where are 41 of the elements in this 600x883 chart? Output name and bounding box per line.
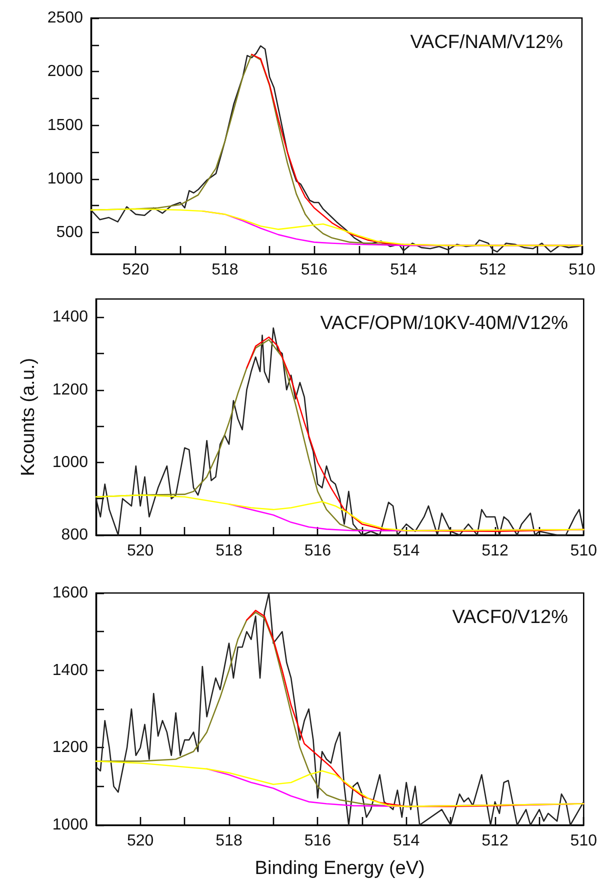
x-tick-label: 514 <box>392 832 420 850</box>
line-series <box>246 336 584 532</box>
line-series <box>95 760 584 808</box>
y-tick-label: 1600 <box>52 584 88 602</box>
x-tick-label: 512 <box>479 262 506 278</box>
y-tick-label: 1500 <box>47 116 84 134</box>
x-tick-label: 520 <box>126 832 154 850</box>
y-axis-title: Kcounts (a.u.) <box>18 358 39 476</box>
text: VACF/OPM/10KV-40M/V12% <box>320 313 568 334</box>
x-tick-label: 518 <box>216 542 242 560</box>
line-series <box>95 592 584 826</box>
x-tick-label: 520 <box>122 262 150 278</box>
y-tick-label: 2000 <box>47 63 84 80</box>
x-tick-label: 518 <box>216 832 242 850</box>
y-tick-label: 1200 <box>52 381 88 398</box>
x-tick-label: 516 <box>304 832 332 850</box>
x-tick-label: 520 <box>126 542 154 560</box>
x-axis-title: Binding Energy (eV) <box>254 858 425 879</box>
x-tick-label: 510 <box>570 542 598 560</box>
y-tick-label: 800 <box>61 526 88 544</box>
text: VACF0/V12% <box>452 607 568 628</box>
x-tick-label: 510 <box>570 832 598 850</box>
x-tick-label: 514 <box>390 262 417 278</box>
y-tick-label: 1000 <box>52 454 88 471</box>
x-tick-label: 516 <box>304 542 332 560</box>
y-tick-label: 1000 <box>47 170 84 188</box>
text: VACF/NAM/V12% <box>410 32 564 53</box>
x-tick-label: 516 <box>300 262 328 278</box>
x-tick-label: 512 <box>482 542 508 560</box>
x-tick-label: 510 <box>568 262 596 278</box>
y-tick-label: 1200 <box>52 739 88 756</box>
x-tick-label: 514 <box>392 542 420 560</box>
y-tick-label: 2500 <box>47 10 84 26</box>
y-tick-label: 500 <box>56 224 84 242</box>
line-series <box>95 494 584 532</box>
y-tick-label: 1400 <box>52 662 88 679</box>
y-tick-label: 1000 <box>52 816 88 834</box>
line-series <box>90 208 583 246</box>
x-tick-label: 512 <box>482 832 508 850</box>
x-tick-label: 518 <box>212 262 238 278</box>
y-tick-label: 1400 <box>52 308 88 326</box>
